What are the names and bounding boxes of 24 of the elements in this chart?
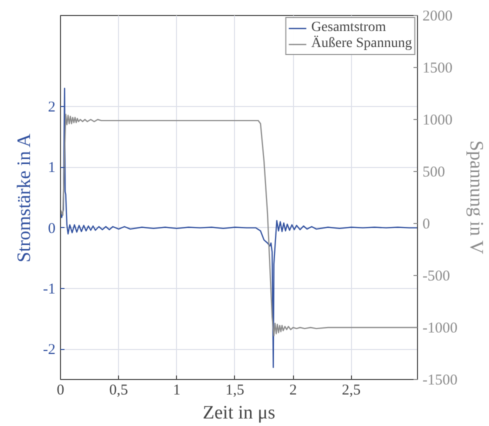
y2-tick-label: -500 bbox=[422, 268, 450, 284]
y2-tick-label: -1500 bbox=[422, 372, 458, 388]
y2-tick-label: 0 bbox=[422, 216, 430, 232]
y-tick-label: 1 bbox=[48, 160, 56, 176]
y-tick-label: -1 bbox=[43, 282, 56, 298]
y2-tick-label: 1000 bbox=[422, 112, 452, 128]
x-tick-label: 1 bbox=[173, 382, 181, 398]
x-axis-title: Zeit in μs bbox=[202, 402, 276, 424]
x-tick-label: 0,5 bbox=[109, 382, 128, 398]
y2-tick-label: 500 bbox=[422, 164, 445, 180]
x-tick-label: 2 bbox=[289, 382, 297, 398]
y2-tick-label: 1500 bbox=[422, 60, 452, 76]
x-tick-label: 1,5 bbox=[226, 382, 244, 398]
y-axis-title: Stromstärke in A bbox=[14, 133, 36, 262]
legend-label: Gesamtstrom bbox=[311, 20, 386, 36]
y2-axis-title: Spannung in V bbox=[465, 140, 486, 254]
y2-tick-label: 2000 bbox=[422, 8, 452, 24]
y-tick-label: 0 bbox=[48, 220, 56, 237]
line-series bbox=[60, 88, 418, 368]
legend-label: Äußere Spannung bbox=[311, 36, 412, 52]
y2-tick-label: -1000 bbox=[422, 320, 458, 336]
y-tick-label: -2 bbox=[43, 342, 56, 358]
y-tick-label: 2 bbox=[48, 100, 56, 116]
x-tick-label: 2,5 bbox=[342, 382, 361, 398]
